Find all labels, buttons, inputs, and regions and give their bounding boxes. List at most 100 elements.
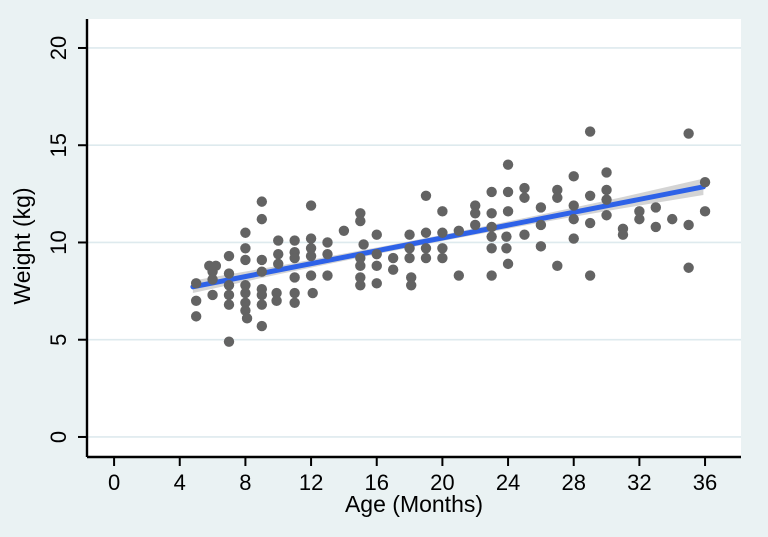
scatter-point bbox=[406, 272, 417, 283]
x-tick-label: 16 bbox=[364, 470, 388, 495]
scatter-point bbox=[322, 270, 333, 281]
scatter-point bbox=[552, 184, 563, 196]
scatter-point bbox=[240, 305, 251, 316]
fit-line bbox=[190, 184, 706, 290]
scatter-point bbox=[650, 202, 662, 213]
scatter-point bbox=[470, 200, 481, 211]
scatter-point bbox=[404, 243, 415, 254]
scatter-point bbox=[305, 200, 317, 211]
scatter-point bbox=[223, 268, 235, 279]
x-tick-label: 4 bbox=[174, 470, 186, 495]
scatter-point bbox=[617, 229, 629, 240]
scatter-point bbox=[699, 176, 711, 188]
scatter-point bbox=[223, 289, 235, 301]
x-tick-label: 12 bbox=[299, 470, 323, 495]
scatter-point bbox=[634, 213, 645, 225]
y-tick-label: 15 bbox=[46, 133, 71, 157]
scatter-point bbox=[437, 252, 448, 264]
scatter-point bbox=[470, 208, 481, 219]
x-tick-label: 8 bbox=[239, 470, 251, 495]
scatter-point bbox=[207, 274, 218, 285]
scatter-point bbox=[568, 233, 579, 244]
scatter-point bbox=[683, 219, 694, 231]
scatter-point bbox=[420, 190, 432, 201]
y-tick-label: 0 bbox=[46, 431, 71, 443]
scatter-point bbox=[420, 227, 432, 238]
y-tick-label: 10 bbox=[46, 230, 71, 254]
scatter-point bbox=[273, 248, 284, 260]
scatter-point bbox=[305, 270, 317, 281]
scatter-point bbox=[535, 241, 547, 252]
scatter-point bbox=[371, 260, 382, 272]
scatter-point bbox=[256, 289, 268, 301]
x-tick-label: 28 bbox=[561, 470, 585, 495]
scatter-point bbox=[568, 200, 579, 211]
scatter-point bbox=[699, 206, 711, 217]
scatter-point bbox=[207, 289, 218, 301]
y-tick-label: 5 bbox=[46, 334, 71, 346]
scatter-point bbox=[501, 231, 512, 242]
scatter-point bbox=[271, 287, 282, 299]
scatter-point bbox=[358, 239, 369, 250]
scatter-point bbox=[256, 299, 268, 310]
scatter-point bbox=[241, 313, 253, 324]
scatter-point bbox=[601, 167, 612, 178]
scatter-point bbox=[453, 225, 465, 237]
scatter-point bbox=[650, 221, 662, 233]
scatter-point bbox=[420, 243, 432, 254]
scatter-point bbox=[601, 184, 612, 196]
scatter-point bbox=[240, 254, 251, 266]
scatter-point bbox=[404, 229, 415, 240]
scatter-point bbox=[552, 260, 563, 272]
scatter-point bbox=[486, 186, 497, 198]
scatter-point bbox=[371, 229, 382, 240]
x-axis-title: Age (Months) bbox=[345, 491, 483, 517]
scatter-point bbox=[355, 280, 366, 291]
scatter-point bbox=[501, 243, 512, 254]
scatter-point bbox=[371, 248, 382, 260]
scatter-point bbox=[240, 227, 251, 238]
scatter-point bbox=[519, 229, 530, 240]
x-tick-label: 20 bbox=[430, 470, 454, 495]
scatter-point bbox=[486, 270, 497, 281]
scatter-point bbox=[502, 258, 514, 270]
scatter-point bbox=[322, 237, 333, 248]
scatter-point bbox=[256, 266, 268, 277]
scatter-point bbox=[305, 243, 317, 254]
scatter-point bbox=[601, 194, 612, 205]
scatter-point bbox=[584, 270, 596, 281]
scatter-point bbox=[190, 295, 202, 307]
scatter-point bbox=[552, 192, 563, 203]
scatter-point bbox=[289, 252, 300, 264]
scatter-point bbox=[256, 254, 268, 266]
scatter-point bbox=[486, 231, 497, 242]
x-tick-label: 32 bbox=[627, 470, 651, 495]
scatter-point bbox=[305, 233, 317, 244]
scatter-point bbox=[486, 243, 497, 254]
scatter-point bbox=[584, 217, 596, 229]
scatter-point bbox=[406, 280, 417, 291]
scatter-point bbox=[486, 221, 497, 233]
scatter-point bbox=[387, 252, 399, 264]
scatter-point bbox=[502, 186, 514, 198]
scatter-point bbox=[289, 272, 300, 283]
scatter-point bbox=[223, 299, 235, 310]
scatter-point bbox=[404, 252, 415, 264]
scatter-point bbox=[683, 128, 694, 139]
scatter-point bbox=[240, 297, 251, 308]
scatter-point bbox=[289, 235, 300, 246]
scatter-point bbox=[437, 206, 448, 217]
scatter-point bbox=[568, 213, 579, 225]
scatter-point bbox=[568, 171, 579, 182]
x-tick-label: 36 bbox=[693, 470, 717, 495]
scatter-point bbox=[223, 336, 235, 347]
scatter-point bbox=[634, 206, 645, 217]
scatter-point bbox=[535, 202, 547, 213]
scatter-point bbox=[683, 262, 694, 273]
scatter-point bbox=[601, 210, 612, 221]
scatter-point bbox=[307, 287, 318, 299]
scatter-point bbox=[535, 219, 547, 231]
scatter-point bbox=[256, 196, 268, 207]
